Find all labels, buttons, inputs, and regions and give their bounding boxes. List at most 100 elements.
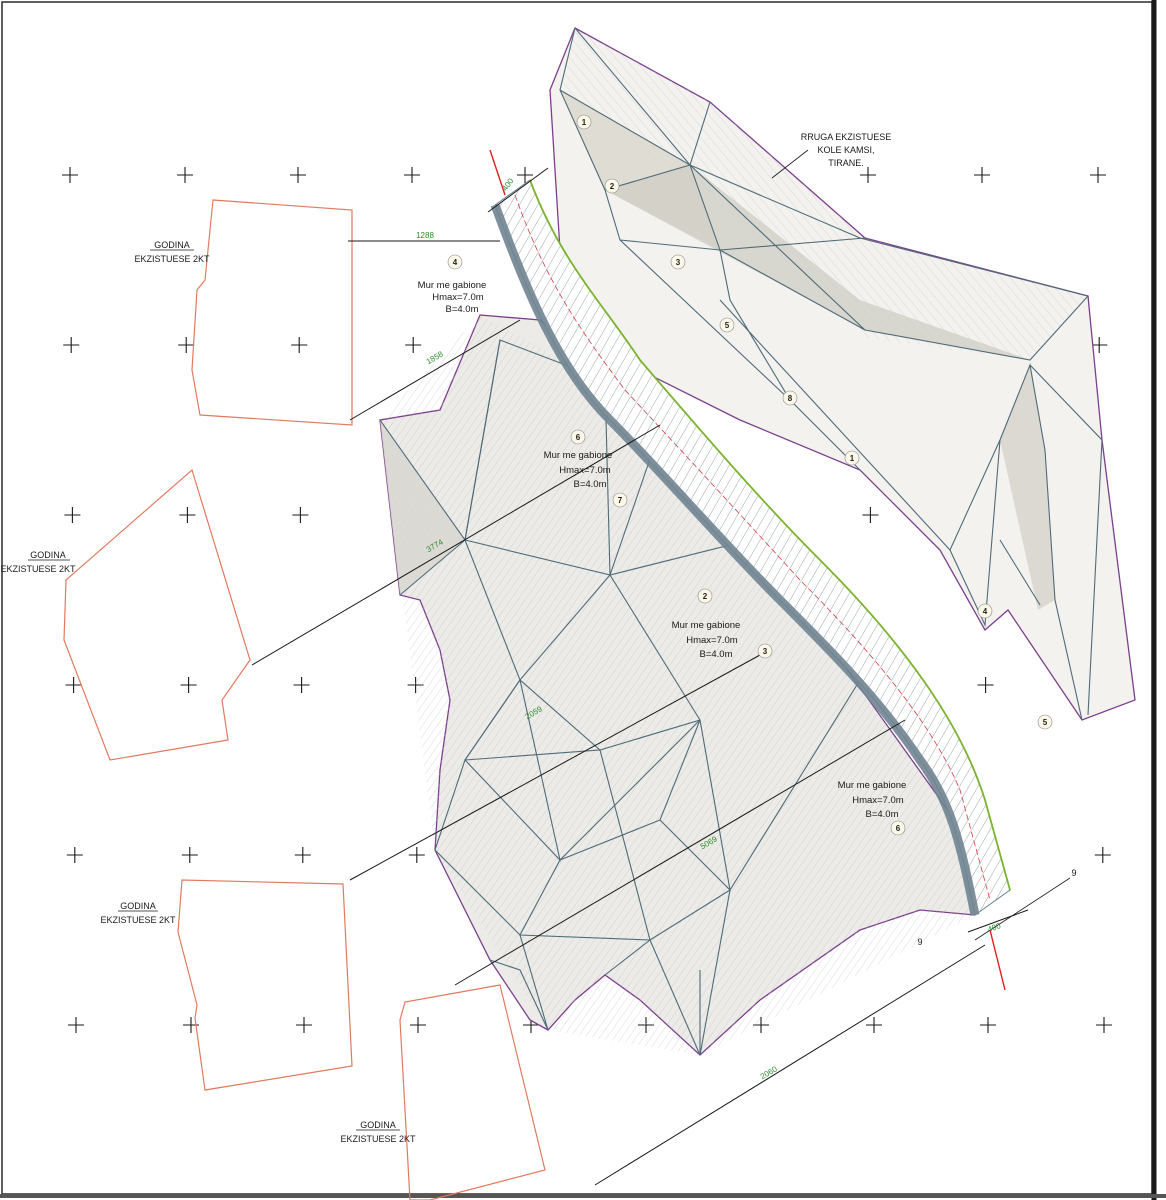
grid-cross	[980, 1017, 996, 1033]
building-outline-3	[177, 879, 353, 1091]
grid-cross	[181, 847, 198, 863]
grid-cross	[866, 1017, 882, 1033]
grid-cross	[404, 167, 420, 183]
building-label-1-line2: EKZISTUESE 2KT	[134, 254, 210, 264]
grid-cross	[294, 847, 311, 863]
grid-cross	[64, 507, 81, 523]
wall-label-4-line1: Mur me gabione	[838, 780, 907, 791]
zone-number: 1	[850, 454, 855, 463]
building-label-4-line1: GODINA	[360, 1120, 396, 1130]
wall-label-4-line3: B=4.0m	[865, 809, 898, 820]
section-marks: 9 9	[917, 868, 1076, 947]
section-line-bottom	[989, 929, 1006, 991]
zone-number: 1	[582, 118, 587, 127]
zone-number: 6	[576, 433, 581, 442]
building-outline-1	[191, 199, 353, 426]
grid-cross	[862, 507, 879, 523]
grid-cross	[177, 167, 193, 183]
grid-cross	[410, 1017, 426, 1033]
building-label-1-line1: GODINA	[154, 240, 190, 250]
wall-label-2-line2: Hmax=7.0m	[559, 465, 611, 476]
wall-label-1-line2: Hmax=7.0m	[432, 292, 484, 303]
zone-marker	[697, 588, 713, 604]
upper-site	[549, 27, 1136, 721]
grid-cross	[860, 167, 876, 183]
grid-cross	[977, 677, 994, 693]
grid-cross	[179, 507, 196, 523]
zone-number: 5	[725, 321, 730, 330]
building-label-3-line2: EKZISTUESE 2KT	[100, 915, 176, 925]
grid-cross	[62, 167, 78, 183]
zone-number: 8	[788, 394, 793, 403]
section-line-top	[489, 149, 506, 196]
grid-cross	[405, 337, 422, 353]
zone-marker	[576, 114, 592, 130]
zone-number: 2	[703, 592, 708, 601]
wall-label-3-line2: Hmax=7.0m	[686, 635, 738, 646]
grid-cross	[1096, 1017, 1112, 1033]
grid-cross	[1094, 847, 1111, 863]
building-outline-4	[399, 984, 546, 1200]
grid-cross	[290, 167, 306, 183]
grid-cross	[974, 167, 990, 183]
grid-cross	[63, 337, 80, 353]
wall-label-1-line1: Mur me gabione	[418, 280, 487, 291]
grid-cross	[408, 847, 425, 863]
zone-marker	[612, 492, 628, 508]
zone-number: 2	[610, 182, 615, 191]
wall-label-2: Mur me gabione Hmax=7.0m B=4.0m	[544, 450, 613, 490]
dim-400-bottom: 400	[986, 921, 1002, 934]
road-label-line2: KOLE KAMSI,	[817, 145, 874, 155]
grid-cross	[1090, 167, 1106, 183]
zone-marker	[604, 178, 620, 194]
section-line-cut	[974, 877, 1071, 941]
grid-cross	[65, 677, 82, 693]
wall-label-1: Mur me gabione Hmax=7.0m B=4.0m	[418, 280, 487, 315]
wall-label-3: Mur me gabione Hmax=7.0m B=4.0m	[672, 620, 741, 660]
road-label-line3: TIRANE.	[828, 158, 864, 168]
road-label: RRUGA EKZISTUESE KOLE KAMSI, TIRANE.	[771, 132, 891, 179]
zone-marker	[844, 450, 860, 466]
dim-2060: 2060	[759, 1064, 779, 1081]
zone-number: 3	[763, 647, 768, 656]
zone-marker	[757, 643, 773, 659]
building-label-4: GODINA EKZISTUESE 2KT	[340, 1120, 416, 1144]
dim-1288: 1288	[416, 231, 434, 240]
grid-cross	[1091, 337, 1108, 353]
wall-label-4: Mur me gabione Hmax=7.0m B=4.0m	[838, 780, 907, 820]
zone-marker	[447, 254, 463, 270]
wall-label-4-line2: Hmax=7.0m	[852, 795, 904, 806]
grid-cross	[517, 167, 533, 183]
grid-cross	[292, 507, 309, 523]
building-label-3: GODINA EKZISTUESE 2KT	[100, 901, 176, 925]
zone-number: 5	[1043, 718, 1048, 727]
section-mark-right: 9	[1071, 868, 1076, 878]
wall-label-1-line3: B=4.0m	[445, 304, 478, 315]
building-label-2: GODINA EKZISTUESE 2KT	[0, 550, 76, 574]
grid-cross	[178, 337, 195, 353]
grid-cross	[66, 847, 83, 863]
zone-marker	[570, 429, 586, 445]
wall-label-3-line3: B=4.0m	[699, 649, 732, 660]
zone-number: 6	[896, 824, 901, 833]
grid-cross	[68, 1017, 84, 1033]
grid-cross	[180, 677, 197, 693]
zone-number: 4	[983, 607, 988, 616]
building-outline-2	[63, 468, 251, 761]
existing-buildings	[63, 199, 546, 1200]
dim-400-top: 400	[500, 176, 515, 193]
zone-marker	[782, 390, 798, 406]
zone-number: 7	[618, 496, 623, 505]
lower-site	[379, 314, 1006, 1056]
zone-number: 3	[676, 258, 681, 267]
zone-number: 4	[453, 258, 458, 267]
zone-marker	[1037, 714, 1053, 730]
section-mark-left: 9	[917, 937, 922, 947]
building-label-1: GODINA EKZISTUESE 2KT	[134, 240, 210, 264]
building-label-4-line2: EKZISTUESE 2KT	[340, 1134, 416, 1144]
dimension-lines	[251, 167, 1029, 1186]
building-label-2-line1: GODINA	[30, 550, 66, 560]
wall-label-3-line1: Mur me gabione	[672, 620, 741, 631]
